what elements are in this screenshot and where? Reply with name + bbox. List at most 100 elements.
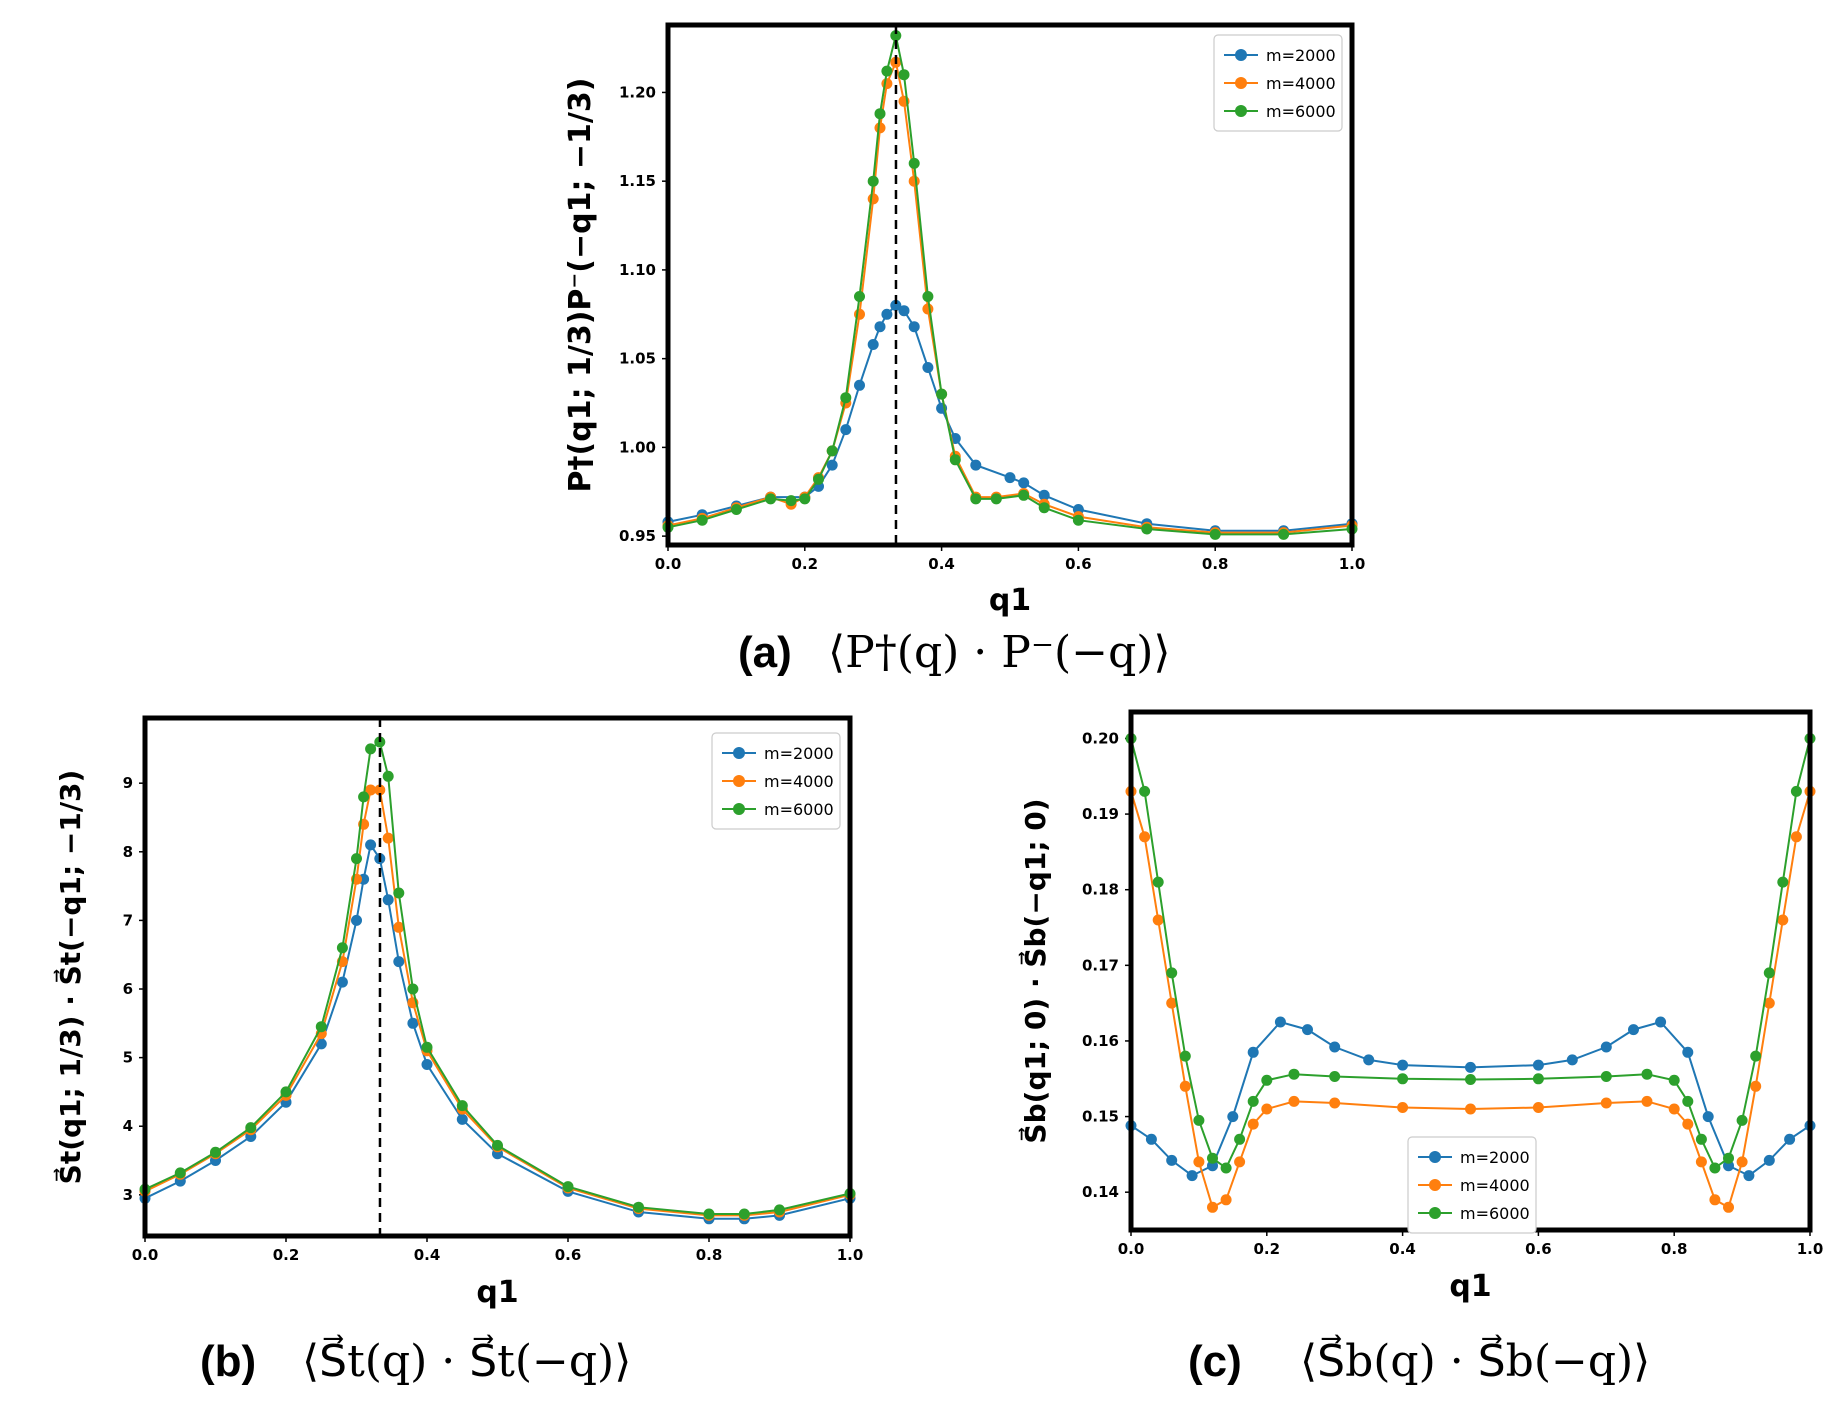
data-point: [407, 1017, 419, 1029]
data-point: [1234, 1133, 1246, 1145]
plot-frame: [665, 22, 1355, 548]
data-point: [1695, 1133, 1707, 1145]
x-axis-label: q1: [1449, 1269, 1491, 1304]
x-tick-label: 0.2: [273, 1246, 300, 1264]
data-point: [1532, 1059, 1544, 1071]
y-tick-label: 0.18: [1082, 881, 1119, 899]
data-point: [1207, 1152, 1218, 1164]
data-point: [1682, 1095, 1694, 1107]
data-point: [1397, 1073, 1409, 1085]
data-point: [1790, 785, 1802, 797]
x-tick-label: 0.6: [1065, 555, 1092, 573]
x-tick-label: 0.0: [132, 1246, 159, 1264]
data-point: [382, 770, 394, 782]
data-point: [280, 1086, 292, 1098]
data-point: [826, 459, 838, 471]
y-tick-label: 1.10: [619, 261, 656, 279]
legend-box: [711, 732, 841, 830]
data-point: [1038, 502, 1050, 514]
legend-label: m=2000: [764, 744, 834, 763]
legend-swatch-marker: [1429, 1151, 1441, 1163]
y-tick-label: 3: [123, 1186, 133, 1204]
legend-swatch-marker: [1429, 1179, 1441, 1191]
data-point: [421, 1041, 433, 1053]
data-point: [393, 956, 405, 968]
data-point: [1709, 1162, 1721, 1174]
data-point: [1152, 914, 1164, 926]
caption-letter-b: (b): [200, 1337, 256, 1386]
y-tick-label: 1.00: [619, 438, 656, 456]
data-point: [799, 493, 811, 505]
data-point: [1038, 489, 1050, 501]
data-point: [908, 321, 920, 333]
data-point: [881, 78, 893, 90]
data-point: [1668, 1074, 1680, 1086]
legend-swatch-marker: [733, 747, 745, 759]
data-point: [1566, 1054, 1578, 1066]
data-point: [774, 1204, 785, 1216]
data-point: [1004, 472, 1016, 484]
y-tick-label: 1.05: [619, 350, 656, 368]
data-point: [840, 392, 852, 404]
data-point: [210, 1146, 221, 1158]
data-point: [1261, 1074, 1273, 1086]
data-point: [1220, 1194, 1232, 1206]
data-point: [407, 983, 419, 995]
y-tick-label: 9: [123, 774, 133, 792]
x-tick-label: 0.2: [1254, 1240, 1281, 1258]
data-point: [908, 175, 920, 187]
x-tick-label: 0.2: [792, 555, 819, 573]
data-point: [765, 493, 777, 505]
data-point: [1220, 1162, 1232, 1174]
data-point: [1141, 523, 1153, 535]
data-point: [1152, 876, 1164, 888]
data-point: [1655, 1016, 1667, 1028]
legend-swatch-marker: [733, 803, 745, 815]
data-point: [1600, 1071, 1612, 1082]
legend-label: m=6000: [1460, 1204, 1530, 1223]
data-point: [738, 1208, 750, 1220]
data-point: [1234, 1156, 1246, 1168]
legend-swatch-marker: [1235, 49, 1247, 61]
data-point: [351, 853, 362, 865]
data-point: [1682, 1046, 1694, 1058]
data-point: [1777, 914, 1789, 926]
data-point: [1139, 831, 1151, 843]
data-point: [1166, 1154, 1178, 1166]
chart-panel-b: 0.0 0.2 0.4 0.6 0.8 1.0 3 4 5 6 7 8 9 q1 S⃗t(q1; 1/3) …: [53, 715, 863, 1310]
data-point: [1278, 528, 1290, 540]
series-line-m=6000: [667, 35, 1353, 536]
data-point: [874, 108, 886, 120]
data-point: [696, 514, 708, 526]
data-point: [245, 1122, 257, 1134]
data-point: [358, 791, 370, 803]
data-point: [1709, 1194, 1721, 1206]
data-point: [456, 1100, 468, 1112]
data-point: [1193, 1156, 1205, 1168]
data-point: [703, 1208, 715, 1220]
legend-label: m=4000: [1266, 74, 1336, 93]
x-tick-label: 0.8: [1202, 555, 1229, 573]
data-point: [1790, 831, 1802, 843]
data-point: [1247, 1118, 1259, 1130]
legend-box: [1407, 1136, 1537, 1234]
data-point: [881, 308, 893, 320]
data-point: [393, 887, 405, 899]
y-tick-label: 4: [123, 1117, 133, 1135]
data-point: [1600, 1041, 1612, 1053]
data-point: [1261, 1103, 1273, 1115]
legend-label: m=2000: [1460, 1148, 1530, 1167]
data-point: [1247, 1046, 1259, 1058]
data-point: [315, 1038, 327, 1050]
data-point: [421, 1059, 433, 1070]
data-point: [1532, 1073, 1544, 1085]
legend-swatch-marker: [1235, 105, 1247, 117]
data-point: [1179, 1080, 1191, 1092]
data-point: [1166, 997, 1178, 1009]
y-tick-label: 0.17: [1082, 956, 1119, 974]
data-point: [922, 362, 934, 373]
data-point: [1465, 1074, 1476, 1085]
legend-label: m=4000: [1460, 1176, 1530, 1195]
x-axis-label: q1: [476, 1275, 518, 1310]
